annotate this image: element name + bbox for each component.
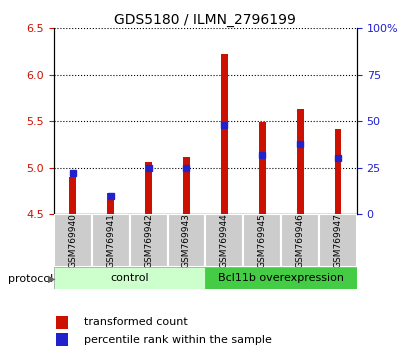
Text: ▶: ▶ [48, 274, 55, 284]
Bar [168, 214, 205, 267]
Bar [56, 333, 68, 346]
Bar [319, 214, 357, 267]
Bar [259, 122, 266, 214]
Text: GSM769945: GSM769945 [258, 213, 267, 268]
Bar [281, 214, 319, 267]
Bar [205, 214, 243, 267]
Bar [145, 162, 152, 214]
Text: GSM769942: GSM769942 [144, 213, 153, 268]
Bar [221, 55, 228, 214]
Bar [129, 214, 168, 267]
Bar [56, 316, 68, 329]
Bar [297, 109, 303, 214]
Text: GSM769943: GSM769943 [182, 213, 191, 268]
Text: control: control [110, 273, 149, 283]
Bar [54, 214, 92, 267]
Bar [92, 214, 129, 267]
Bar [69, 177, 76, 214]
Bar [54, 267, 205, 289]
Text: protocol: protocol [8, 274, 54, 284]
Bar [205, 267, 357, 289]
Bar [107, 193, 114, 214]
Text: GSM769947: GSM769947 [334, 213, 342, 268]
Bar [334, 129, 342, 214]
Text: GSM769946: GSM769946 [295, 213, 305, 268]
Text: Bcl11b overexpression: Bcl11b overexpression [218, 273, 344, 283]
Text: GSM769941: GSM769941 [106, 213, 115, 268]
Bar [183, 158, 190, 214]
Text: GSM769944: GSM769944 [220, 213, 229, 268]
Bar [243, 214, 281, 267]
Text: percentile rank within the sample: percentile rank within the sample [84, 335, 272, 344]
Title: GDS5180 / ILMN_2796199: GDS5180 / ILMN_2796199 [115, 13, 296, 27]
Text: GSM769940: GSM769940 [68, 213, 77, 268]
Text: transformed count: transformed count [84, 318, 188, 327]
